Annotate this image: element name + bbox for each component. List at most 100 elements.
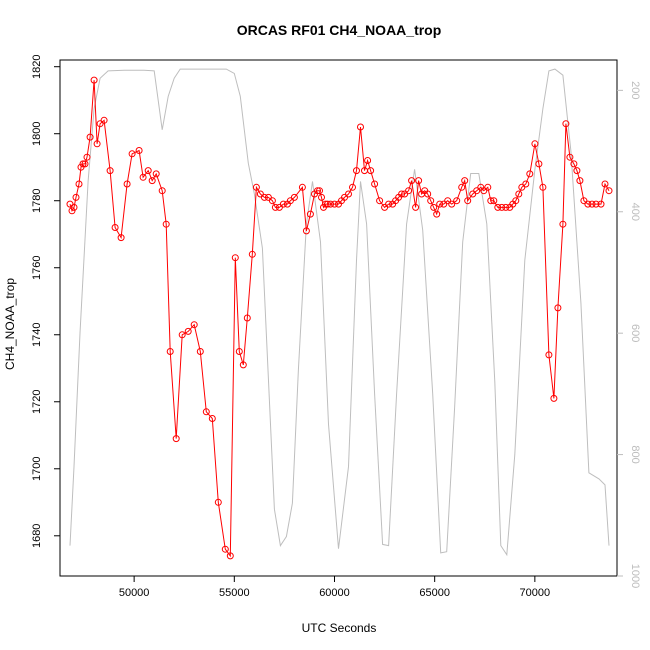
ch4-data-point (341, 193, 348, 201)
y-axis-label: CH4_NOAA_trop (3, 278, 17, 370)
ch4-data-point (440, 200, 448, 208)
ch4-data-point (239, 361, 247, 369)
ch4-data-point (398, 190, 406, 198)
ch4-data-point (554, 304, 562, 312)
ch4-data-point (592, 200, 600, 208)
y-tick-label: 1800 (31, 121, 43, 145)
ch4-data-point (162, 220, 170, 228)
ch4-data-point (72, 193, 80, 201)
ch4-data-point (430, 203, 438, 211)
ch4-data-point (252, 183, 260, 191)
ch4-data-point (79, 160, 87, 168)
ch4-data-point (208, 415, 216, 422)
y-tick-label: 1780 (31, 188, 43, 212)
ch4-data-point (100, 116, 108, 124)
ch4-data-point (184, 327, 192, 335)
ch4-data-point (588, 200, 596, 208)
ch4-data-point (83, 153, 91, 161)
ch4-data-point (90, 76, 98, 84)
y-axis: 1680 1700 1720 1740 1760 1780 1800 1820 (31, 54, 60, 548)
ch4-data-point (539, 183, 547, 191)
ch4-data-point (427, 197, 435, 205)
ch4-data-point (522, 180, 530, 188)
ch4-data-point (111, 224, 119, 231)
ch4-series-line (69, 80, 610, 558)
ch4-data-point (490, 197, 498, 205)
ch4-data-point (412, 203, 420, 211)
ch4-series (66, 76, 613, 560)
y2-tick-label: 1000 (629, 564, 641, 588)
ch4-data-point (559, 220, 567, 228)
ch4-data-point (144, 167, 152, 175)
ch4-data-point (243, 314, 251, 322)
ch4-data-point (221, 545, 229, 553)
y2-tick-label: 200 (629, 81, 641, 99)
ch4-data-point (235, 348, 243, 355)
ch4-data-point (148, 177, 156, 185)
y-tick-label: 1680 (31, 524, 43, 548)
ch4-data-point (128, 150, 136, 158)
x-tick-label: 65000 (419, 587, 450, 599)
y-tick-label: 1820 (31, 54, 43, 78)
ch4-data-point (584, 200, 592, 208)
ch4-data-point (70, 203, 78, 211)
ch4-data-point (117, 234, 125, 242)
ch4-data-point (597, 200, 605, 208)
ch4-data-point (158, 187, 166, 195)
ch4-data-point (268, 197, 276, 205)
y-tick-label: 1740 (31, 323, 43, 347)
ch4-data-point (415, 177, 423, 185)
ch4-data-point (526, 170, 534, 178)
ch4-data-point (290, 193, 298, 201)
plot-frame (59, 59, 618, 577)
x-tick-label: 50000 (119, 587, 150, 599)
ch4-data-point (314, 187, 321, 195)
ch4-data-point (371, 180, 379, 188)
ch4-data-point (316, 187, 323, 195)
y-tick-label: 1720 (31, 390, 43, 414)
ch4-data-point (484, 183, 492, 191)
ch4-data-point (580, 197, 588, 205)
ch4-data-point (512, 197, 520, 205)
ch4-data-point (260, 193, 268, 201)
ch4-data-point (345, 190, 352, 198)
ch4-data-point (545, 351, 553, 359)
ch4-data-point (152, 170, 160, 178)
ch4-data-point (271, 203, 279, 211)
right-axis: 200 400 600 800 1000 (617, 81, 641, 588)
ch4-data-point (605, 187, 613, 195)
ch4-data-point (436, 200, 444, 208)
secondary-series (69, 68, 610, 557)
ch4-data-point (190, 321, 198, 329)
y-tick-label: 1700 (31, 457, 43, 481)
ch4-data-point (256, 190, 264, 198)
ch4-data-point (453, 197, 461, 205)
ch4-data-point (408, 177, 416, 185)
ch4-data-point (214, 498, 222, 506)
ch4-data-point (322, 200, 329, 208)
ch4-data-point (279, 200, 287, 208)
ch4-data-point (515, 190, 523, 198)
ch4-data-point (405, 187, 413, 195)
ch4-data-point (231, 254, 239, 262)
ch4-data-point (562, 120, 570, 128)
ch4-data-point (480, 187, 488, 195)
y2-tick-label: 600 (629, 324, 641, 342)
ch4-data-point (364, 157, 372, 164)
ch4-data-point (566, 153, 574, 161)
ch4-data-point (93, 140, 101, 148)
ch4-data-point (498, 203, 506, 211)
ch4-data-point (367, 167, 375, 175)
ch4-data-point (86, 133, 94, 141)
ch4-data-point (306, 210, 314, 218)
y2-tick-label: 800 (629, 445, 641, 463)
ch4-data-point (573, 167, 581, 175)
ch4-data-point (376, 197, 384, 205)
ch4-data-point (502, 203, 510, 211)
ch4-data-point (461, 177, 469, 185)
ch4-data-point (324, 200, 331, 208)
ch4-data-point (464, 197, 472, 205)
ch4-data-point (123, 180, 131, 188)
ch4-data-point (448, 200, 456, 208)
